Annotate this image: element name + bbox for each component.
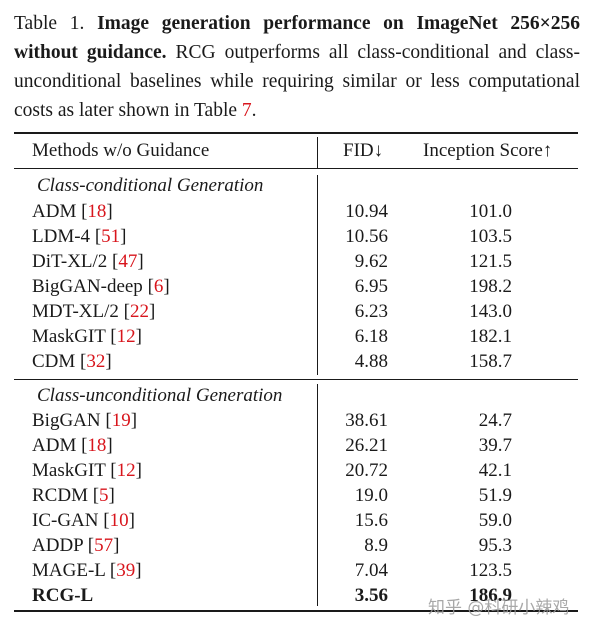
citation-link[interactable]: 32 <box>86 351 106 372</box>
citation-link[interactable]: 22 <box>130 301 149 322</box>
inception-score-value: 95.3 <box>478 535 512 556</box>
method-name: RCDM <box>32 485 88 506</box>
inception-score-value: 143.0 <box>469 301 512 322</box>
citation-link[interactable]: 47 <box>118 251 138 272</box>
caption-label: Table 1. <box>14 13 85 34</box>
table-row-method: MDT-XL/2 [22] <box>32 301 156 322</box>
inception-score-value: 121.5 <box>469 251 512 272</box>
table-row-method: MaskGIT [12] <box>32 326 142 347</box>
method-name: ADDP <box>32 535 84 556</box>
table-caption: Table 1. Image generation performance on… <box>14 9 580 125</box>
table-row-method: RCDM [5] <box>32 485 115 506</box>
inception-score-value: 39.7 <box>478 435 512 456</box>
table-bottom-rule <box>14 610 578 612</box>
table-row-method: DiT-XL/2 [47] <box>32 251 144 272</box>
fid-value: 10.56 <box>345 226 388 247</box>
citation-link[interactable]: 18 <box>87 201 107 222</box>
table-row-method: RCG-L <box>32 583 93 608</box>
header-inception-score: Inception Score↑ <box>423 140 553 161</box>
inception-score-value: 186.9 <box>469 585 512 606</box>
column-divider-section-1 <box>317 175 318 375</box>
table-top-rule <box>14 132 578 134</box>
fid-value: 8.9 <box>364 535 388 556</box>
inception-score-value: 59.0 <box>478 510 512 531</box>
method-name: DiT-XL/2 <box>32 251 108 272</box>
method-name: MAGE-L <box>32 560 106 581</box>
method-name: MaskGIT <box>32 326 106 347</box>
citation-link[interactable]: 19 <box>111 410 131 431</box>
inception-score-value: 42.1 <box>478 460 512 481</box>
table-row-method: IC-GAN [10] <box>32 510 135 531</box>
fid-value: 26.21 <box>345 435 388 456</box>
column-divider-header <box>317 137 318 168</box>
caption-end: . <box>251 100 257 121</box>
fid-value: 6.23 <box>354 301 388 322</box>
method-name: LDM-4 <box>32 226 91 247</box>
table-row-method: ADM [18] <box>32 201 113 222</box>
fid-value: 15.6 <box>354 510 388 531</box>
caption-text: RCG outperforms all class-conditional an… <box>14 42 580 121</box>
citation-link[interactable]: 6 <box>153 276 164 297</box>
method-name: ADM <box>32 435 77 456</box>
column-divider-section-2 <box>317 384 318 606</box>
inception-score-value: 123.5 <box>469 560 512 581</box>
inception-score-value: 24.7 <box>478 410 512 431</box>
table-row-method: ADM [18] <box>32 435 113 456</box>
table-row-method: MaskGIT [12] <box>32 460 142 481</box>
fid-value: 4.88 <box>354 351 388 372</box>
watermark: 知乎 @科研小辣鸡 <box>428 598 570 618</box>
citation-link[interactable]: 5 <box>99 485 109 506</box>
inception-score-value: 51.9 <box>478 485 512 506</box>
fid-value: 6.95 <box>354 276 388 297</box>
method-name: BigGAN <box>32 410 101 431</box>
citation-link[interactable]: 57 <box>94 535 114 556</box>
method-name: MDT-XL/2 <box>32 301 119 322</box>
fid-value: 38.61 <box>345 410 388 431</box>
inception-score-value: 103.5 <box>469 226 512 247</box>
table-row-method: LDM-4 [51] <box>32 226 127 247</box>
method-name: IC-GAN <box>32 510 99 531</box>
table-row-method: BigGAN-deep [6] <box>32 276 170 297</box>
header-methods: Methods w/o Guidance <box>32 140 210 161</box>
method-name: RCG-L <box>32 585 94 606</box>
method-name: CDM <box>32 351 76 372</box>
fid-value: 9.62 <box>354 251 388 272</box>
section-title: Class-unconditional Generation <box>37 385 283 406</box>
section-title: Class-conditional Generation <box>37 175 264 196</box>
table-row-method: BigGAN [19] <box>32 410 138 431</box>
inception-score-value: 198.2 <box>469 276 512 297</box>
inception-score-value: 101.0 <box>469 201 512 222</box>
caption-table-ref-link[interactable]: 7 <box>241 100 252 121</box>
citation-link[interactable]: 12 <box>116 326 136 347</box>
method-name: ADM <box>32 201 77 222</box>
table-row-method: CDM [32] <box>32 351 112 372</box>
fid-value: 19.0 <box>354 485 388 506</box>
header-rule <box>14 168 578 169</box>
table-row-method: MAGE-L [39] <box>32 560 142 581</box>
inception-score-value: 182.1 <box>469 326 512 347</box>
fid-value: 20.72 <box>345 460 388 481</box>
fid-value: 3.56 <box>354 585 388 606</box>
citation-link[interactable]: 39 <box>116 560 136 581</box>
citation-link[interactable]: 18 <box>87 435 107 456</box>
fid-value: 6.18 <box>354 326 388 347</box>
fid-value: 10.94 <box>345 201 388 222</box>
citation-link[interactable]: 12 <box>116 460 136 481</box>
method-name: BigGAN-deep <box>32 276 143 297</box>
method-name: MaskGIT <box>32 460 106 481</box>
caption-bold-title: Image generation performance on ImageNet… <box>14 13 580 63</box>
header-fid: FID↓ <box>343 140 384 161</box>
table-row-method: ADDP [57] <box>32 535 120 556</box>
inception-score-value: 158.7 <box>469 351 512 372</box>
citation-link[interactable]: 10 <box>109 510 129 531</box>
fid-value: 7.04 <box>354 560 388 581</box>
citation-link[interactable]: 51 <box>101 226 121 247</box>
section-divider-rule <box>14 379 578 380</box>
